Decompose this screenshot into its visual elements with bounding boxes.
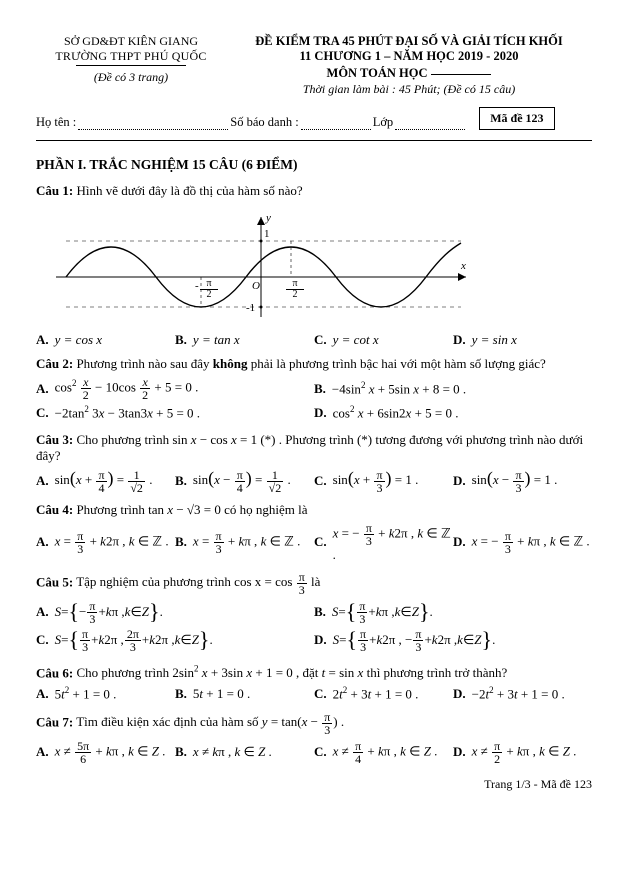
q3-d: D. sin(x − π3) = 1 .: [453, 468, 592, 494]
q3-text: Cho phương trình sin x − cos x = 1 (*) .…: [36, 432, 583, 463]
opt-A: A.: [36, 686, 49, 702]
fill-row: Họ tên : Số báo danh : Lớp Mã đề 123: [36, 107, 592, 130]
q1-a: y = cos x: [55, 332, 102, 348]
q5-text: Tập nghiệm của phương trình cos x = cos …: [76, 574, 320, 589]
q2-a: A. cos2 x2 − 10cos x2 + 5 = 0 .: [36, 376, 314, 401]
q1-c: y = cot x: [333, 332, 379, 348]
q7-d: D. x ≠ π2 + kπ , k ∈ Z .: [453, 740, 592, 765]
q6-a: 5t2 + 1 = 0 .: [55, 685, 117, 702]
q6-text: Cho phương trình 2sin2 x + 3sin x + 1 = …: [76, 665, 507, 680]
subject-rule: [431, 74, 491, 75]
q1-b: y = tan x: [193, 332, 240, 348]
question-4: Câu 4: Phương trình tan x − √3 = 0 có họ…: [36, 502, 592, 518]
q6-num: Câu 6:: [36, 665, 73, 680]
q1-text: Hình vẽ dưới đây là đồ thị của hàm số nà…: [76, 183, 302, 198]
class-label: Lớp: [373, 115, 394, 130]
question-3: Câu 3: Cho phương trình sin x − cos x = …: [36, 432, 592, 464]
q7-b: B. x ≠ kπ , k ∈ Z .: [175, 740, 314, 765]
q7-a: A. x ≠ 5π6 + kπ , k ∈ Z .: [36, 740, 175, 765]
header: SỞ GD&ĐT KIÊN GIANG TRƯỜNG THPT PHÚ QUỐC…: [36, 34, 592, 97]
sbd-label: Số báo danh :: [230, 115, 298, 130]
exam-title-2: 11 CHƯƠNG 1 – NĂM HỌC 2019 - 2020: [226, 49, 592, 64]
q4-num: Câu 4:: [36, 502, 73, 517]
question-6: Câu 6: Cho phương trình 2sin2 x + 3sin x…: [36, 664, 592, 681]
q5-b: B. S = {π3 + kπ , k ∈ Z} .: [314, 600, 592, 625]
q7-c: C. x ≠ π4 + kπ , k ∈ Z .: [314, 740, 453, 765]
q4-d: D. x = − π3 + kπ , k ∈ ℤ .: [453, 522, 592, 563]
exam-time: Thời gian làm bài : 45 Phút; (Đề có 15 c…: [226, 82, 592, 97]
q1-d: y = sin x: [472, 332, 517, 348]
q7-num: Câu 7:: [36, 714, 73, 729]
name-label: Họ tên :: [36, 115, 76, 130]
q6-b: 5t + 1 = 0 .: [193, 686, 250, 702]
svg-text:x: x: [460, 260, 466, 272]
opt-C: C.: [314, 686, 327, 702]
q4-text: Phương trình tan x − √3 = 0 có họ nghiệm…: [76, 502, 307, 517]
q2-b: B. −4sin2 x + 5sin x + 8 = 0 .: [314, 376, 592, 401]
q5-options: A. S = {− π3 + kπ , k ∈ Z} . B. S = {π3 …: [36, 600, 592, 656]
exam-title-1: ĐỀ KIỂM TRA 45 PHÚT ĐẠI SỐ VÀ GIẢI TÍCH …: [226, 34, 592, 49]
q2-num: Câu 2:: [36, 356, 73, 371]
question-7: Câu 7: Tìm điều kiện xác định của hàm số…: [36, 711, 592, 736]
class-dots: [395, 119, 465, 130]
opt-D: D.: [453, 332, 466, 348]
q4-b: B. x = π3 + kπ , k ∈ ℤ .: [175, 522, 314, 563]
q2-d: D. cos2 x + 6sin2x + 5 = 0 .: [314, 404, 592, 421]
q6-d: −2t2 + 3t + 1 = 0 .: [472, 685, 565, 702]
svg-text:O: O: [252, 280, 260, 292]
opt-A: A.: [36, 332, 49, 348]
q5-text-a: Tập nghiệm của phương trình cos x = cos: [76, 574, 292, 589]
svg-text:y: y: [265, 212, 271, 224]
q5-text-b: là: [311, 574, 320, 589]
page: SỞ GD&ĐT KIÊN GIANG TRƯỜNG THPT PHÚ QUỐC…: [0, 0, 628, 812]
dept-line: SỞ GD&ĐT KIÊN GIANG: [36, 34, 226, 49]
question-2: Câu 2: Phương trình nào sau đây không ph…: [36, 356, 592, 372]
subject-text: MÔN TOÁN HỌC: [327, 66, 428, 80]
opt-D: D.: [453, 686, 466, 702]
separator: [36, 140, 592, 141]
q7-text: Tìm điều kiện xác định của hàm số y = ta…: [76, 714, 344, 729]
q4-c: C. x = − π3 + k2π , k ∈ ℤ .: [314, 522, 453, 563]
q1-options: A. y = cos x B. y = tan x C. y = cot x D. y …: [36, 332, 592, 348]
q3-options: A. sin(x + π4) = 1√2 . B. sin(x − π4) = …: [36, 468, 592, 494]
pages-note: (Đề có 3 trang): [36, 70, 226, 85]
svg-text:-1: -1: [246, 302, 255, 314]
q5-num: Câu 5:: [36, 574, 73, 589]
q6-c: 2t2 + 3t + 1 = 0 .: [333, 685, 419, 702]
svg-text:-: -: [195, 280, 199, 292]
q2-c: C. −2tan2 3x − 3tan3x + 5 = 0 .: [36, 404, 314, 421]
question-5: Câu 5: Tập nghiệm của phương trình cos x…: [36, 571, 592, 596]
q6-options: A. 5t2 + 1 = 0 . B. 5t + 1 = 0 . C. 2t2 + 3…: [36, 685, 592, 702]
opt-B: B.: [175, 332, 187, 348]
name-dots: [78, 119, 228, 130]
header-left: SỞ GD&ĐT KIÊN GIANG TRƯỜNG THPT PHÚ QUỐC…: [36, 34, 226, 85]
q4-a: A. x = π3 + k2π , k ∈ ℤ .: [36, 522, 175, 563]
exam-code-box: Mã đề 123: [479, 107, 554, 130]
section-title: PHẦN I. TRẮC NGHIỆM 15 CÂU (6 ĐIỂM): [36, 157, 592, 173]
q2-text: Phương trình nào sau đây không phải là p…: [76, 356, 545, 371]
graph-sine: x y 1 -1 O - π2 π2: [46, 207, 476, 322]
q5-d: D. S = {π3 + k2π , − π3 + k2π , k ∈ Z} .: [314, 628, 592, 653]
q5-c: C. S = {π3 + k2π , 2π3 + k2π , k ∈ Z} .: [36, 628, 314, 653]
q5-a: A. S = {− π3 + kπ , k ∈ Z} .: [36, 600, 314, 625]
q3-a: A. sin(x + π4) = 1√2 .: [36, 468, 175, 494]
q2-options: A. cos2 x2 − 10cos x2 + 5 = 0 . B. −4sin…: [36, 376, 592, 424]
q7-options: A. x ≠ 5π6 + kπ , k ∈ Z . B. x ≠ kπ , k …: [36, 740, 592, 765]
q4-options: A. x = π3 + k2π , k ∈ ℤ . B. x = π3 + kπ…: [36, 522, 592, 563]
header-rule-left: [76, 65, 186, 66]
opt-C: C.: [314, 332, 327, 348]
exam-subject: MÔN TOÁN HỌC: [226, 66, 592, 81]
opt-B: B.: [175, 686, 187, 702]
page-footer: Trang 1/3 - Mã đề 123: [36, 777, 592, 792]
sbd-dots: [301, 119, 371, 130]
school-line: TRƯỜNG THPT PHÚ QUỐC: [36, 49, 226, 64]
q3-b: B. sin(x − π4) = 1√2 .: [175, 468, 314, 494]
header-right: ĐỀ KIỂM TRA 45 PHÚT ĐẠI SỐ VÀ GIẢI TÍCH …: [226, 34, 592, 97]
q1-num: Câu 1:: [36, 183, 73, 198]
q3-num: Câu 3:: [36, 432, 73, 447]
q3-c: C. sin(x + π3) = 1 .: [314, 468, 453, 494]
svg-text:1: 1: [264, 228, 270, 240]
question-1: Câu 1: Hình vẽ dưới đây là đồ thị của hà…: [36, 183, 592, 199]
